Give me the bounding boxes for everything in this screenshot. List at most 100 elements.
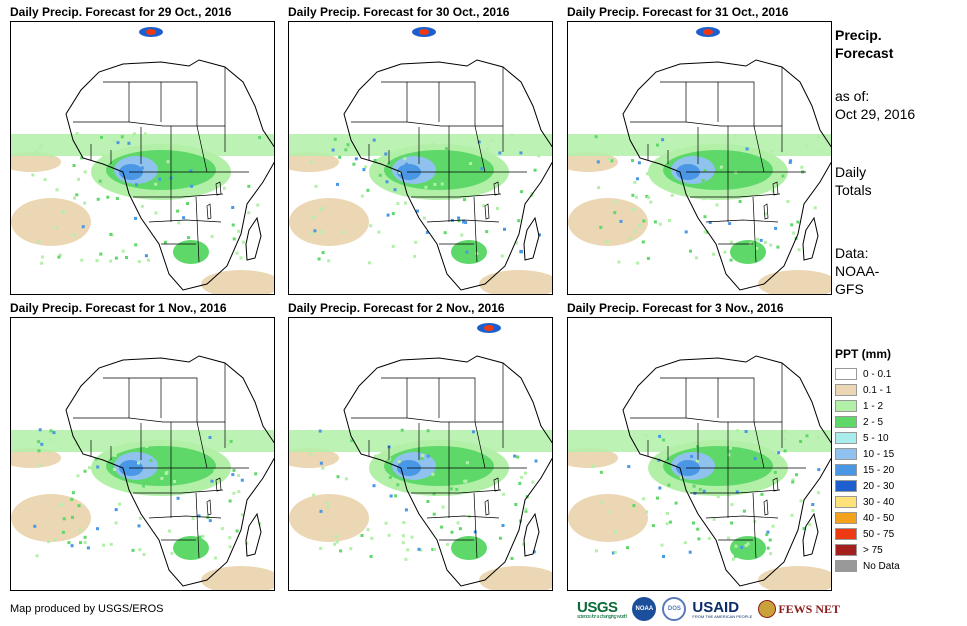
lake-outline [484,203,490,220]
rain-speck [396,483,400,487]
light-rain-area [289,152,339,172]
rain-speck [596,160,600,164]
rain-speck [143,132,147,136]
rain-speck [649,200,653,204]
rain-speck [733,554,737,558]
usgs-logo: USGS science for a changing world [577,599,627,620]
rain-speck [321,206,325,210]
rain-speck [633,230,637,233]
rain-speck [383,163,387,167]
rain-speck [75,193,79,197]
legend-label: 2 - 5 [863,416,884,428]
rain-speck [134,243,138,247]
rain-speck [744,430,748,433]
rain-speck [458,527,462,531]
rain-speck [131,133,135,137]
rain-speck [727,493,731,497]
rain-speck [811,509,815,513]
rain-area-2-5 [451,240,487,264]
rain-speck [637,149,641,152]
light-rain-area [568,198,648,246]
africa-coastline [343,59,552,291]
rain-speck [170,551,174,555]
rain-speck [769,552,773,556]
country-border [73,417,225,423]
rain-speck [786,200,790,203]
rain-speck [769,243,773,247]
rain-speck [101,153,105,157]
legend-item: 50 - 75 [835,526,900,542]
rain-speck [537,154,541,158]
rain-speck [613,211,617,215]
rain-speck [416,209,419,213]
rain-speck [533,168,537,172]
map-panel: Daily Precip. Forecast for 30 Oct., 2016 [288,5,553,295]
rain-speck [738,200,742,203]
data-line: Data: [835,245,869,261]
rain-speck [40,442,44,446]
rain-speck [189,169,193,173]
legend-swatch [835,368,857,380]
rain-speck [703,215,707,219]
legend-item: 0.1 - 1 [835,382,900,398]
rain-speck [518,481,522,485]
rain-speck [413,254,417,258]
rain-speck [795,473,798,477]
rain-speck [759,238,763,242]
panel-title: Daily Precip. Forecast for 30 Oct., 2016 [288,5,510,19]
legend-swatch [835,448,857,460]
country-border [407,81,440,122]
rain-speck [39,152,43,156]
rain-speck [501,524,505,527]
rain-speck [485,230,489,234]
rain-speck [319,461,323,465]
rain-speck [49,429,53,433]
rain-speck [422,216,426,220]
rain-speck [405,162,409,166]
country-border [705,515,779,519]
rain-speck [515,241,518,245]
rain-speck [118,502,122,506]
rain-speck [791,480,795,484]
light-rain-area [289,494,369,542]
africa-coastline [622,355,831,587]
as-of-value: Oct 29, 2016 [835,106,916,122]
rain-speck [667,483,671,487]
light-rain-area [11,152,61,172]
rain-speck [628,237,632,241]
country-border [630,417,782,423]
rain-speck [186,202,189,205]
country-border [73,121,225,127]
rain-speck [668,219,671,222]
rain-speck [168,529,171,533]
rain-speck [736,429,740,433]
lake-outline [772,181,779,196]
rain-speck [510,557,514,560]
country-border [473,196,478,263]
rain-speck [52,431,56,435]
rain-speck [441,505,445,509]
rain-speck [47,540,51,544]
rain-speck [683,541,687,545]
rain-speck [745,147,749,151]
legend-label: 20 - 30 [863,480,895,492]
rain-speck [457,216,461,220]
rain-speck [790,513,794,517]
rain-speck [115,197,119,200]
globe-icon [758,600,777,618]
rain-speck [755,246,759,250]
rain-speck [716,495,720,499]
rain-speck [432,492,436,496]
rain-speck [58,253,62,257]
rain-speck [100,167,104,171]
rain-speck [455,487,459,491]
rain-speck [222,186,226,190]
light-rain-area [568,152,618,172]
rain-speck [81,225,85,229]
rain-speck [746,542,750,546]
rain-speck [72,233,76,237]
rain-speck [674,501,678,505]
rain-speck [96,465,100,469]
legend-swatch [835,384,857,396]
rain-speck [684,230,688,234]
